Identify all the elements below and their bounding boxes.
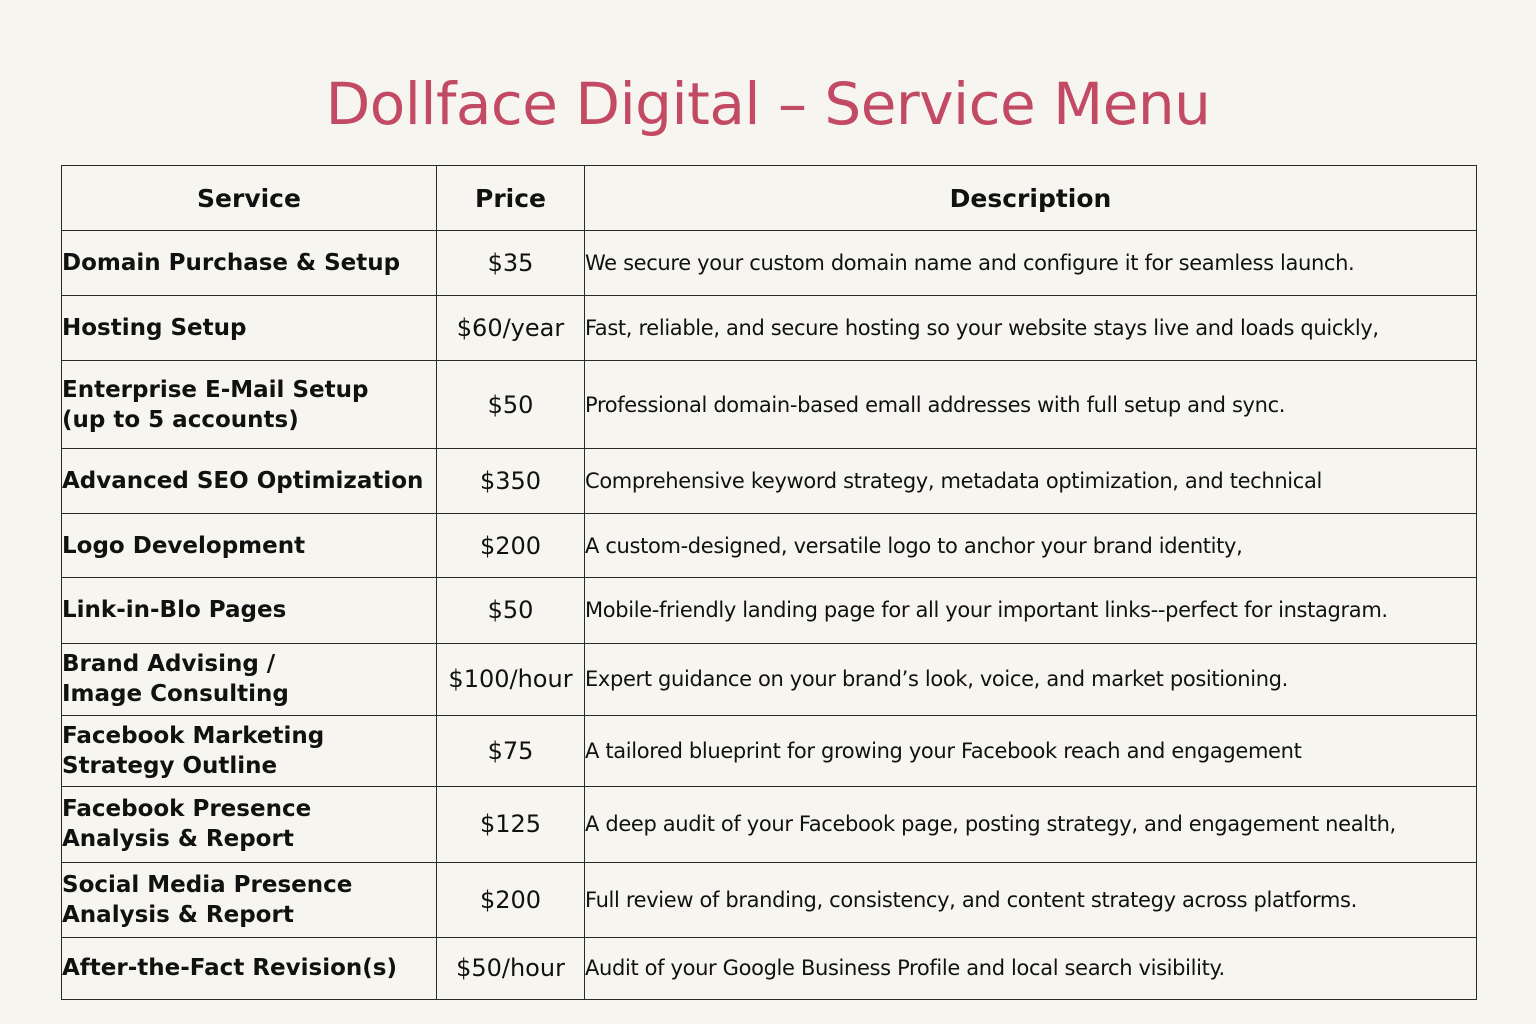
service-name-line2: Image Consulting: [62, 681, 289, 708]
service-cell: Logo Development: [61, 513, 437, 579]
description-cell: We secure your custom domain name and co…: [584, 229, 1477, 297]
table-row: Facebook Presence Analysis & Report $125 …: [61, 785, 1477, 863]
service-name: Enterprise E-Mail Setup: [62, 376, 369, 403]
description-cell: Audit of your Google Business Profile an…: [584, 936, 1477, 1001]
header-price: Price: [436, 165, 585, 231]
price-cell: $35: [436, 229, 585, 297]
description-cell: A custom-designed, versatile logo to anc…: [584, 513, 1477, 579]
page-title: Dollface Digital – Service Menu: [325, 70, 1211, 138]
table-header-row: Service Price Description: [61, 165, 1477, 231]
description-cell: Full review of branding, consistency, an…: [584, 861, 1477, 938]
price-cell: $125: [436, 785, 585, 863]
price-cell: $200: [436, 861, 585, 938]
service-cell: After-the-Fact Revision(s): [61, 936, 437, 1001]
description-cell: Fast, reliable, and secure hosting so yo…: [584, 295, 1477, 362]
description-cell: Comprehensive keyword strategy, metadata…: [584, 448, 1477, 515]
table-row: Logo Development $200 A custom-designed,…: [61, 513, 1477, 579]
table-row: Brand Advising / Image Consulting $100/ho…: [61, 642, 1477, 716]
service-name: Advanced SEO Optimization: [62, 468, 424, 495]
table-row: Link-in-Blo Pages $50 Mobile-friendly la…: [61, 577, 1477, 644]
service-cell: Hosting Setup: [61, 295, 437, 362]
header-service: Service: [61, 165, 437, 231]
table-row: Domain Purchase & Setup $35 We secure yo…: [61, 229, 1477, 297]
service-menu-table: Service Price Description Domain Purchas…: [61, 165, 1477, 1001]
description-cell: A tailored blueprint for growing your Fa…: [584, 714, 1477, 787]
service-cell: Social Media Presence Analysis & Report: [61, 861, 437, 938]
service-name: Facebook Presence: [62, 796, 312, 823]
price-cell: $200: [436, 513, 585, 579]
service-name-line2: Analysis & Report: [62, 826, 294, 853]
service-name: Social Media Presence: [62, 871, 353, 898]
table-row: Enterprise E-Mail Setup (up to 5 accounts…: [61, 360, 1477, 450]
price-cell: $50: [436, 577, 585, 644]
description-cell: Professional domain-based emall addresse…: [584, 360, 1477, 450]
service-name: After-the-Fact Revision(s): [62, 955, 397, 982]
service-cell: Facebook Presence Analysis & Report: [61, 785, 437, 863]
description-cell: Mobile-friendly landing page for all you…: [584, 577, 1477, 644]
service-name: Brand Advising /: [62, 651, 276, 678]
service-name: Facebook Marketing: [62, 722, 325, 749]
price-cell: $50/hour: [436, 936, 585, 1001]
service-name: Domain Purchase & Setup: [62, 250, 401, 277]
price-cell: $50: [436, 360, 585, 450]
service-cell: Domain Purchase & Setup: [61, 229, 437, 297]
price-cell: $60/year: [436, 295, 585, 362]
table-row: After-the-Fact Revision(s) $50/hour Audi…: [61, 936, 1477, 1001]
header-description: Description: [584, 165, 1477, 231]
description-cell: Expert guidance on your brand’s look, vo…: [584, 642, 1477, 716]
price-cell: $100/hour: [436, 642, 585, 716]
service-cell: Advanced SEO Optimization: [61, 448, 437, 515]
service-name: Hosting Setup: [62, 315, 247, 342]
service-name: Link-in-Blo Pages: [62, 597, 287, 624]
service-cell: Brand Advising / Image Consulting: [61, 642, 437, 716]
description-cell: A deep audit of your Facebook page, post…: [584, 785, 1477, 863]
table-row: Social Media Presence Analysis & Report $…: [61, 861, 1477, 938]
service-cell: Enterprise E-Mail Setup (up to 5 accounts…: [61, 360, 437, 450]
service-cell: Link-in-Blo Pages: [61, 577, 437, 644]
price-cell: $350: [436, 448, 585, 515]
service-name-line2: (up to 5 accounts): [62, 406, 299, 433]
table-row: Facebook Marketing Strategy Outline $75 A…: [61, 714, 1477, 787]
service-name-line2: Analysis & Report: [62, 901, 294, 928]
service-name: Logo Development: [62, 532, 306, 559]
service-name-line2: Strategy Outline: [62, 752, 278, 779]
service-cell: Facebook Marketing Strategy Outline: [61, 714, 437, 787]
table-row: Hosting Setup $60/year Fast, reliable, a…: [61, 295, 1477, 362]
price-cell: $75: [436, 714, 585, 787]
table-row: Advanced SEO Optimization $350 Comprehen…: [61, 448, 1477, 515]
